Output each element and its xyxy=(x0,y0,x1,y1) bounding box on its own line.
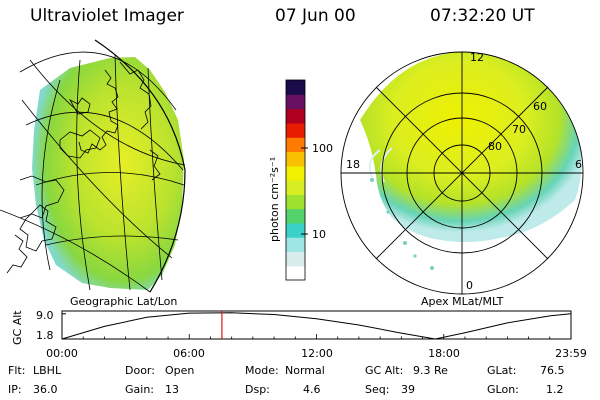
colorbar-tick-100: 100 xyxy=(312,142,333,155)
lat-lon-grid xyxy=(0,51,186,293)
info-seq-val: 39 xyxy=(401,383,415,396)
colorbar-swatch xyxy=(286,265,305,281)
info-gain-key: Gain: xyxy=(125,383,154,396)
info-door-key: Door: xyxy=(125,364,155,377)
altitude-plot xyxy=(61,310,572,340)
altitude-ylabel: GC Alt xyxy=(11,310,24,345)
orbit-altitude-curve xyxy=(61,312,571,340)
colorbar-swatch xyxy=(286,251,305,267)
info-ip-key: IP: xyxy=(8,383,22,396)
mlat-label-80: 80 xyxy=(488,140,502,153)
info-dsp-val: 4.6 xyxy=(303,383,321,396)
status-info: Flt: LBHL Door: Open Mode: Normal GC Alt… xyxy=(8,364,565,396)
coastlines xyxy=(6,61,161,274)
info-glat-val: 76.5 xyxy=(540,364,565,377)
geographic-label: Geographic Lat/Lon xyxy=(70,295,177,308)
info-gcalt-val: 9.3 Re xyxy=(413,364,448,377)
colorbar xyxy=(285,79,308,281)
colorbar-frame xyxy=(285,79,306,281)
info-ip-val: 36.0 xyxy=(33,383,58,396)
info-glon-key: GLon: xyxy=(487,383,519,396)
noise-dots xyxy=(370,178,434,270)
colorbar-swatch xyxy=(286,108,305,124)
colorbar-swatch xyxy=(286,222,305,238)
info-gcalt-key: GC Alt: xyxy=(365,364,403,377)
colorbar-swatch xyxy=(286,194,305,210)
colorbar-swatch xyxy=(286,237,305,253)
xtick-1800: 18:00 xyxy=(428,347,460,360)
info-flt-key: Flt: xyxy=(8,364,25,377)
info-glon-val: 1.2 xyxy=(546,383,564,396)
info-door-val: Open xyxy=(165,364,194,377)
mlat-label-70: 70 xyxy=(512,123,526,136)
colorbar-swatch xyxy=(286,122,305,138)
info-seq-key: Seq: xyxy=(365,383,389,396)
colorbar-swatch xyxy=(286,165,305,181)
info-dsp-key: Dsp: xyxy=(245,383,270,396)
geographic-image xyxy=(0,39,186,293)
info-gain-val: 13 xyxy=(165,383,179,396)
colorbar-swatch xyxy=(286,137,305,153)
time-label: 07:32:20 UT xyxy=(430,6,535,26)
colorbar-swatch xyxy=(286,208,305,224)
mlt-label-12: 12 xyxy=(470,51,484,64)
date-label: 07 Jun 00 xyxy=(275,6,356,26)
mlt-label-0: 0 xyxy=(466,279,473,292)
auroral-image-right xyxy=(360,52,582,243)
xtick-0000: 00:00 xyxy=(46,347,78,360)
altitude-ytick-1.8: 1.8 xyxy=(36,329,54,342)
xtick-1200: 12:00 xyxy=(301,347,333,360)
polar-image: 12 18 6 0 60 70 80 xyxy=(340,51,584,295)
mlat-mlt-grid xyxy=(340,51,584,295)
apex-label: Apex MLat/MLT xyxy=(421,295,504,308)
colorbar-swatch xyxy=(286,151,305,167)
mlt-label-6: 6 xyxy=(575,158,582,171)
xtick-0600: 06:00 xyxy=(173,347,205,360)
colorbar-unit: photon cm⁻²s⁻¹ xyxy=(268,157,281,242)
colorbar-swatch xyxy=(286,80,305,95)
colorbar-swatch xyxy=(286,94,305,110)
colorbar-swatch xyxy=(286,180,305,195)
info-mode-key: Mode: xyxy=(245,364,279,377)
xtick-2359: 23:59 xyxy=(555,347,587,360)
altitude-ytick-9: 9.0 xyxy=(36,309,54,322)
info-glat-key: GLat: xyxy=(487,364,516,377)
colorbar-tick-10: 10 xyxy=(312,228,326,241)
info-flt-val: LBHL xyxy=(33,364,62,377)
info-mode-val: Normal xyxy=(285,364,325,377)
mlt-label-18: 18 xyxy=(346,158,360,171)
mlat-label-60: 60 xyxy=(533,100,547,113)
app-title: Ultraviolet Imager xyxy=(30,6,184,26)
